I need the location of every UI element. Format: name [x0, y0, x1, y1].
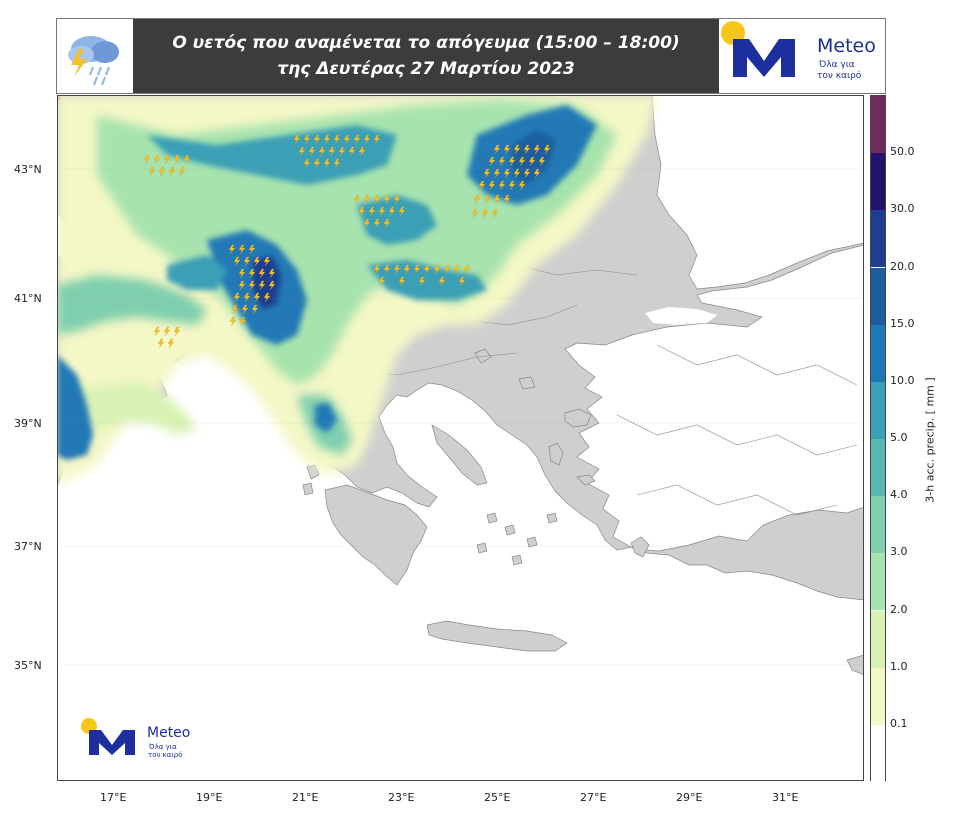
map-frame	[57, 95, 864, 781]
colorbar-segment	[871, 724, 885, 782]
colorbar-segment	[871, 496, 885, 554]
colorbar	[870, 95, 886, 782]
storm-cloud-icon	[57, 19, 133, 93]
colorbar-segment	[871, 553, 885, 611]
lon-label: 25°E	[484, 791, 511, 804]
colorbar-segment	[871, 153, 885, 211]
colorbar-segment	[871, 324, 885, 382]
colorbar-level-label: 5.0	[890, 431, 908, 444]
title-line-2: της Δευτέρας 27 Μαρτίου 2023	[277, 59, 575, 79]
lon-label: 29°E	[676, 791, 703, 804]
lon-label: 23°E	[388, 791, 415, 804]
lat-label: 43°N	[14, 163, 42, 176]
brand-tagline-2: τον καιρό	[817, 71, 862, 81]
watermark-brand: Meteo	[147, 725, 191, 741]
watermark-tagline-2: τον καιρό	[148, 751, 183, 759]
colorbar-segment	[871, 667, 885, 725]
brand-name: Meteo	[817, 35, 876, 57]
sea-marmara	[645, 307, 717, 325]
colorbar-level-label: 50.0	[890, 145, 915, 159]
brand-tagline-1: Όλα για	[819, 60, 855, 70]
colorbar-segment	[871, 267, 885, 325]
watermark-tagline-1: Όλα για	[149, 743, 177, 751]
colorbar-level-label: 30.0	[890, 202, 915, 216]
colorbar-level-label: 2.0	[890, 602, 908, 616]
map-svg	[57, 95, 864, 781]
colorbar-segment	[871, 439, 885, 497]
colorbar-level-label: 1.0	[890, 659, 908, 673]
colorbar-level-label: 20.0	[890, 259, 915, 273]
graticule	[57, 168, 864, 666]
colorbar-segment	[871, 610, 885, 668]
lat-label: 41°N	[14, 292, 42, 305]
precipitation-map: Meteo Όλα για τον καιρό	[57, 95, 864, 781]
map-title: Ο υετός που αναμένεται το απόγευμα (15:0…	[133, 19, 719, 93]
sea-black	[651, 95, 864, 290]
lat-label: 37°N	[14, 540, 42, 553]
lon-label: 17°E	[100, 791, 127, 804]
colorbar-segment	[871, 381, 885, 439]
colorbar-segment	[871, 210, 885, 268]
watermark-logo	[81, 718, 135, 755]
lon-label: 19°E	[196, 791, 223, 804]
lat-label: 35°N	[14, 659, 42, 672]
colorbar-level-label: 15.0	[890, 316, 915, 330]
header-banner: Ο υετός που αναμένεται το απόγευμα (15:0…	[56, 18, 886, 94]
colorbar-level-label: 4.0	[890, 488, 908, 502]
colorbar-segment	[871, 96, 885, 154]
lon-label: 31°E	[772, 791, 799, 804]
colorbar-level-label: 3.0	[890, 545, 908, 559]
colorbar-title: 3-h acc. precip. [ mm ]	[923, 377, 937, 503]
lon-label: 21°E	[292, 791, 319, 804]
meteo-logo: Meteo Όλα για τον καιρό	[719, 19, 885, 93]
colorbar-level-label: 0.1	[890, 716, 908, 730]
lon-label: 27°E	[580, 791, 607, 804]
title-line-1: Ο υετός που αναμένεται το απόγευμα (15:0…	[172, 33, 680, 53]
meteo-m-icon	[721, 21, 795, 77]
colorbar-level-label: 10.0	[890, 373, 915, 387]
lat-label: 39°N	[14, 417, 42, 430]
